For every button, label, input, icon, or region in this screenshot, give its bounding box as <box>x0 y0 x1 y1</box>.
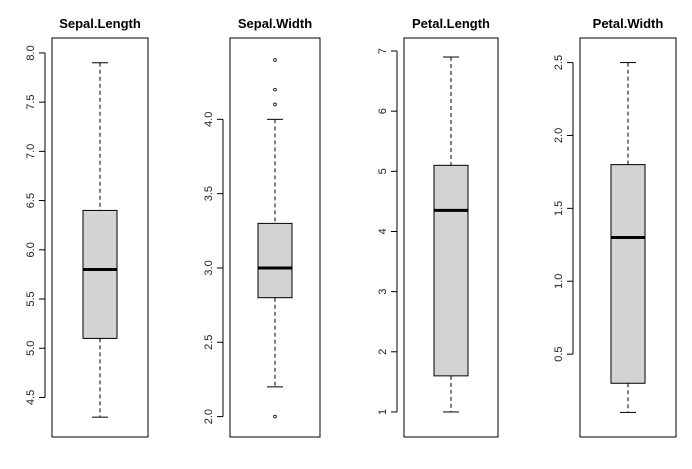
y-tick-label: 4.5 <box>25 390 37 405</box>
y-tick-label: 7 <box>377 48 389 54</box>
y-tick-label: 7.5 <box>25 94 37 109</box>
iqr-box <box>610 164 646 384</box>
y-tick-label: 5.5 <box>25 291 37 306</box>
y-tick-label: 2 <box>377 349 389 355</box>
iqr-box <box>257 222 293 299</box>
boxplot-panel-3: Petal.Length 1 2 3 4 5 6 7 <box>377 16 499 438</box>
y-tick-label: 2.0 <box>203 409 215 424</box>
y-tick-label: 6 <box>377 108 389 114</box>
y-tick-label: 1.5 <box>553 201 565 216</box>
panel-title: Sepal.Width <box>238 16 312 31</box>
boxplot-panel-2: Sepal.Width 2.0 2.5 3.0 3.5 4.0 <box>203 16 321 438</box>
panel-title: Petal.Width <box>593 16 664 31</box>
y-tick-label: 3.0 <box>203 260 215 275</box>
panel-title: Petal.Length <box>412 16 490 31</box>
y-tick-label: 2.5 <box>553 55 565 70</box>
y-tick-label: 7.0 <box>25 144 37 159</box>
outlier-point <box>273 102 277 107</box>
boxplot-panel-1: Sepal.Length 4.5 5.0 5.5 6.0 6.5 7.0 7.5 8.0 <box>25 16 149 438</box>
y-tick-label: 2.5 <box>203 335 215 350</box>
y-tick-label: 6.5 <box>25 193 37 208</box>
boxplot-panel-4: Petal.Width 0.5 1.0 1.5 2.0 2.5 <box>553 16 677 438</box>
y-tick-label: 1.0 <box>553 274 565 289</box>
y-tick-label: 0.5 <box>553 346 565 361</box>
outlier-point <box>273 87 277 92</box>
outlier-point <box>273 414 277 419</box>
y-tick-label: 3 <box>377 289 389 295</box>
iqr-box <box>82 209 118 339</box>
iqr-box <box>433 164 469 377</box>
y-tick-label: 5.0 <box>25 341 37 356</box>
plot-frame <box>403 37 499 438</box>
plot-frame <box>229 37 321 438</box>
plot-frame <box>579 37 677 438</box>
outlier-point <box>273 58 277 62</box>
y-tick-label: 1 <box>377 409 389 415</box>
y-tick-label: 2.0 <box>553 128 565 143</box>
y-tick-label: 6.0 <box>25 242 37 257</box>
y-tick-label: 8.0 <box>25 45 37 60</box>
y-tick-label: 4 <box>377 228 389 234</box>
y-tick-label: 4.0 <box>203 112 215 127</box>
panel-title: Sepal.Length <box>59 16 141 31</box>
y-tick-label: 5 <box>377 168 389 174</box>
y-tick-label: 3.5 <box>203 186 215 201</box>
plot-frame <box>51 37 149 438</box>
